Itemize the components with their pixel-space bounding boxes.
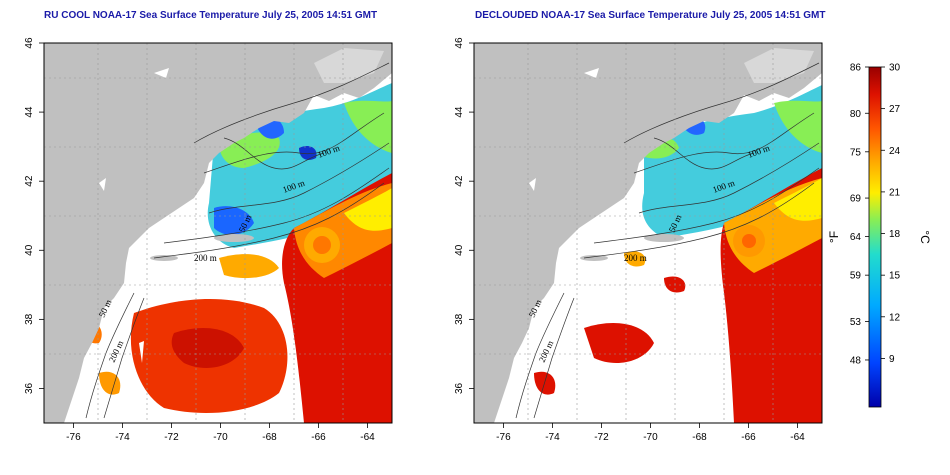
- colorbar-f-label: 86: [850, 63, 862, 74]
- x-tick-label: -68: [262, 432, 277, 443]
- contour-label: 200 m: [194, 253, 217, 263]
- colorbar-f-label: 48: [850, 355, 862, 366]
- y-tick-label: 42: [24, 175, 35, 187]
- left-x-axis: -76 -74 -72 -70 -68 -66 -64: [66, 423, 375, 443]
- left-sst-field: [83, 83, 392, 423]
- right-y-axis: 46 44 42 40 38 36: [454, 37, 474, 394]
- colorbar-c-label: 30: [889, 63, 901, 74]
- right-x-axis: -76 -74 -72 -70 -68 -66 -64: [496, 423, 805, 443]
- x-tick-label: -66: [311, 432, 326, 443]
- x-tick-label: -76: [66, 432, 81, 443]
- colorbar-f-label: 59: [850, 271, 862, 282]
- x-tick-label: -68: [692, 432, 707, 443]
- colorbar-f-label: 53: [850, 317, 862, 328]
- colorbar-f-label: 75: [850, 147, 862, 158]
- x-tick-label: -74: [115, 432, 130, 443]
- colorbar-c-label: 15: [889, 271, 901, 282]
- colorbar-f-label: 64: [850, 232, 862, 243]
- y-tick-label: 38: [24, 313, 35, 325]
- colorbar-celsius-ticks: 30 27 24 21 18 15 12 9: [881, 63, 901, 365]
- y-tick-label: 46: [24, 37, 35, 49]
- colorbar-c-label: 9: [889, 354, 895, 365]
- x-tick-label: -70: [643, 432, 658, 443]
- temperature-colorbar: 86 80 75 69 64 59 53 48 30 27 24 21 18 15 12 9 °F °C: [827, 63, 932, 408]
- colorbar-f-label: 80: [850, 109, 862, 120]
- y-tick-label: 44: [24, 106, 35, 118]
- left-y-axis: 46 44 42 40 38 36: [24, 37, 44, 394]
- x-tick-label: -64: [360, 432, 375, 443]
- colorbar-c-label: 18: [889, 229, 901, 240]
- right-sst-field: [534, 85, 822, 423]
- y-tick-label: 40: [24, 244, 35, 256]
- y-tick-label: 36: [24, 382, 35, 394]
- left-panel-title: RU COOL NOAA-17 Sea Surface Temperature …: [44, 10, 378, 21]
- colorbar-fahrenheit-ticks: 86 80 75 69 64 59 53 48: [850, 63, 869, 366]
- x-tick-label: -72: [594, 432, 609, 443]
- y-tick-label: 46: [454, 37, 465, 49]
- colorbar-c-label: 27: [889, 104, 901, 115]
- colorbar-f-label: 69: [850, 194, 862, 205]
- x-tick-label: -72: [164, 432, 179, 443]
- contour-label: 200 m: [624, 253, 647, 263]
- left-sst-map: 100 m 100 m 50 m 200 m 50 m 200 m -76 -74…: [24, 37, 393, 443]
- colorbar-unit-fahrenheit: °F: [827, 231, 841, 243]
- colorbar-unit-celsius: °C: [918, 230, 932, 244]
- right-panel-title: DECLOUDED NOAA-17 Sea Surface Temperatur…: [475, 10, 826, 21]
- colorbar-c-label: 24: [889, 146, 901, 157]
- y-tick-label: 42: [454, 175, 465, 187]
- y-tick-label: 36: [454, 382, 465, 394]
- colorbar-c-label: 12: [889, 312, 901, 323]
- x-tick-label: -74: [545, 432, 560, 443]
- x-tick-label: -64: [790, 432, 805, 443]
- colorbar-c-label: 21: [889, 187, 901, 198]
- colorbar-gradient: [868, 66, 882, 408]
- x-tick-label: -70: [213, 432, 228, 443]
- y-tick-label: 44: [454, 106, 465, 118]
- right-sst-map: 100 m 100 m 50 m 200 m 50 m 200 m -76 -74…: [454, 37, 823, 443]
- y-tick-label: 40: [454, 244, 465, 256]
- x-tick-label: -66: [741, 432, 756, 443]
- y-tick-label: 38: [454, 313, 465, 325]
- x-tick-label: -76: [496, 432, 511, 443]
